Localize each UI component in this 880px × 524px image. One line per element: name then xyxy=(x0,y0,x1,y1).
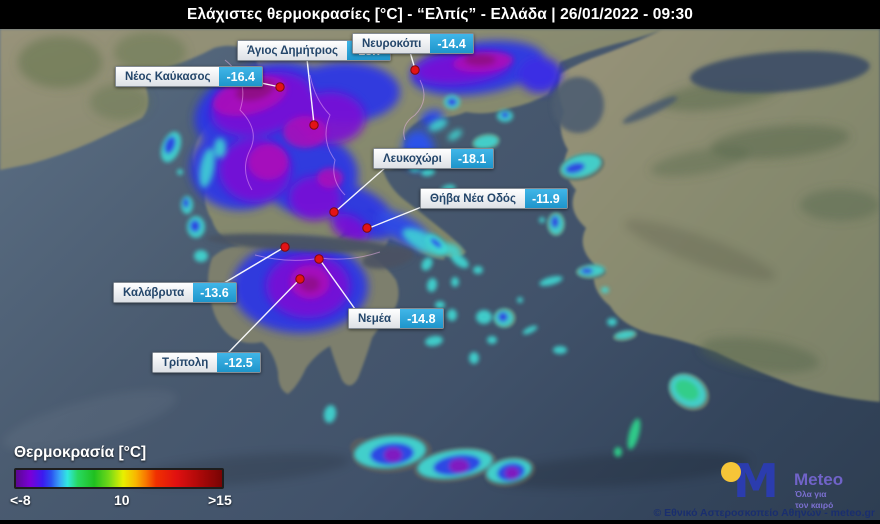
station-name: Καλάβρυτα xyxy=(114,283,194,302)
meteo-tagline-line2: τον καιρό xyxy=(795,500,834,511)
station-label-nemea: Νεμέα -14.8 xyxy=(348,308,444,329)
station-value: -11.9 xyxy=(524,189,567,208)
terrain-shading xyxy=(2,32,880,489)
leader-lines xyxy=(218,51,425,354)
legend: Θερμοκρασία [°C] <-8 10 >15 xyxy=(10,444,240,508)
station-value: -12.5 xyxy=(217,353,260,372)
meteo-m-logo: M xyxy=(733,454,779,508)
meteo-logo-text: Meteo xyxy=(794,470,844,489)
station-dot xyxy=(309,120,319,130)
sea-gulfs xyxy=(206,77,604,269)
station-dots xyxy=(275,65,420,284)
station-label-lefkochori: Λευκοχώρι -18.1 xyxy=(373,148,495,169)
leader-thiva xyxy=(368,205,425,229)
legend-title: Θερμοκρασία [°C] xyxy=(14,444,147,461)
station-value: -14.8 xyxy=(400,309,443,328)
station-name: Νευροκόπι xyxy=(353,34,431,53)
station-dot xyxy=(275,82,285,92)
leader-tripoli xyxy=(227,279,300,354)
station-value: -18.1 xyxy=(450,149,494,168)
title-bar: Ελάχιστες θερμοκρασίες [°C] - “Ελπίς” - … xyxy=(0,0,880,29)
legend-ticks: <-8 10 >15 xyxy=(10,492,240,508)
leader-nemea xyxy=(319,259,356,310)
station-label-kalavryta: Καλάβρυτα -13.6 xyxy=(113,282,237,303)
station-label-tripoli: Τρίπολη -12.5 xyxy=(152,352,261,373)
station-label-nevrokopi: Νευροκόπι -14.4 xyxy=(352,33,474,54)
station-dot xyxy=(329,207,339,217)
legend-colorbar xyxy=(14,468,224,489)
station-dot xyxy=(280,242,290,252)
marmara-sea xyxy=(622,51,870,124)
station-label-thiva-nea-odos: Θήβα Νέα Οδός -11.9 xyxy=(420,188,568,209)
station-name: Άγιος Δημήτριος xyxy=(238,41,348,60)
turkey-land xyxy=(558,29,880,402)
station-name: Θήβα Νέα Οδός xyxy=(421,189,525,208)
station-value: -14.4 xyxy=(430,34,473,53)
station-name: Λευκοχώρι xyxy=(374,149,451,168)
station-dot xyxy=(410,65,420,75)
station-dot xyxy=(314,254,324,264)
station-name: Νέος Καύκασος xyxy=(116,67,220,86)
station-value: -13.6 xyxy=(193,283,236,302)
bottom-bar xyxy=(0,520,880,524)
map-title: Ελάχιστες θερμοκρασίες [°C] - “Ελπίς” - … xyxy=(187,5,693,23)
copyright-text: © Εθνικό Αστεροσκοπείο Αθηνών - meteo.gr xyxy=(653,507,875,519)
station-dot xyxy=(362,223,372,233)
temp-overlay-cyan-coast xyxy=(199,118,462,257)
station-dot xyxy=(295,274,305,284)
legend-tick-mid: 10 xyxy=(114,492,130,508)
leader-kalavryta xyxy=(218,247,284,287)
station-name: Τρίπολη xyxy=(153,353,218,372)
station-value: -16.4 xyxy=(219,67,262,86)
legend-tick-max: >15 xyxy=(208,492,232,508)
station-name: Νεμέα xyxy=(349,309,401,328)
legend-tick-min: <-8 xyxy=(10,492,31,508)
leader-lefkochori xyxy=(335,166,387,212)
meteo-tagline: Όλα για τον καιρό xyxy=(795,489,833,511)
leader-agios-dimitrios xyxy=(306,58,315,125)
sun-icon xyxy=(721,462,741,482)
station-label-neos-kafkasos: Νέος Καύκασος -16.4 xyxy=(115,66,263,87)
crete-temp-overlay xyxy=(354,435,532,484)
station-label-agios-dimitrios: Άγιος Δημήτριος -13.7 xyxy=(237,40,391,61)
meteo-tagline-line1: Όλα για xyxy=(795,489,827,499)
